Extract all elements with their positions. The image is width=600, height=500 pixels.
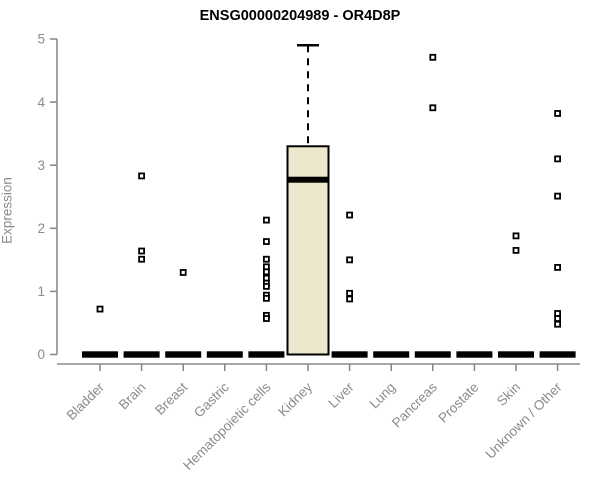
median-line — [287, 176, 329, 183]
outlier-point — [512, 232, 520, 240]
x-tick-label: Breast — [152, 379, 190, 417]
y-tick-label: 2 — [37, 221, 45, 236]
outlier-point — [346, 211, 354, 219]
outlier-point — [512, 246, 520, 254]
collapsed-box — [206, 351, 243, 358]
outlier-point — [554, 320, 561, 328]
x-tick-label: Skin — [494, 380, 523, 409]
outlier-point — [346, 256, 354, 264]
x-tick-label: Gastric — [191, 379, 232, 420]
outlier-point — [429, 104, 437, 112]
collapsed-box — [373, 351, 410, 358]
y-tick-label: 5 — [37, 32, 45, 47]
collapsed-box — [123, 351, 160, 358]
outlier-point — [96, 305, 104, 313]
x-tick-label: Brain — [116, 380, 149, 413]
x-tick-label: Unknown / Other — [482, 379, 565, 462]
outlier-point — [346, 289, 354, 297]
outlier-point — [554, 315, 561, 322]
outlier-point — [262, 268, 270, 276]
x-tick-label: Kidney — [275, 379, 315, 419]
collapsed-box — [456, 351, 493, 358]
outlier-point — [262, 294, 270, 302]
collapsed-box — [498, 351, 534, 358]
outlier-point — [554, 155, 561, 163]
collapsed-box — [331, 351, 368, 358]
outlier-point — [262, 255, 270, 263]
outlier-point — [138, 255, 146, 263]
y-tick-label: 1 — [37, 284, 45, 299]
x-tick-label: Liver — [325, 379, 357, 411]
outlier-point — [429, 53, 437, 61]
collapsed-box — [82, 351, 118, 358]
y-tick-label: 4 — [37, 95, 45, 110]
outlier-point — [179, 269, 187, 276]
outlier-point — [262, 315, 270, 322]
outlier-point — [554, 192, 561, 200]
y-tick-label: 3 — [37, 158, 45, 173]
collapsed-box — [414, 351, 451, 358]
x-tick-label: Prostate — [435, 380, 481, 426]
x-tick-label: Bladder — [64, 379, 108, 423]
outlier-point — [262, 216, 270, 224]
outlier-point — [138, 172, 146, 180]
x-tick-label: Pancreas — [389, 379, 440, 430]
collapsed-box — [165, 351, 202, 358]
collapsed-box — [248, 351, 285, 358]
chart-title: ENSG00000204989 - OR4D8P — [199, 8, 401, 24]
outlier-point — [138, 247, 146, 255]
collapsed-box — [539, 351, 576, 358]
outlier-point — [554, 264, 561, 271]
outlier-point — [346, 295, 354, 303]
y-tick-label: 0 — [37, 347, 45, 362]
outlier-point — [262, 282, 270, 290]
x-tick-label: Lung — [366, 380, 398, 412]
outlier-point — [262, 238, 270, 245]
outlier-point — [554, 110, 561, 117]
